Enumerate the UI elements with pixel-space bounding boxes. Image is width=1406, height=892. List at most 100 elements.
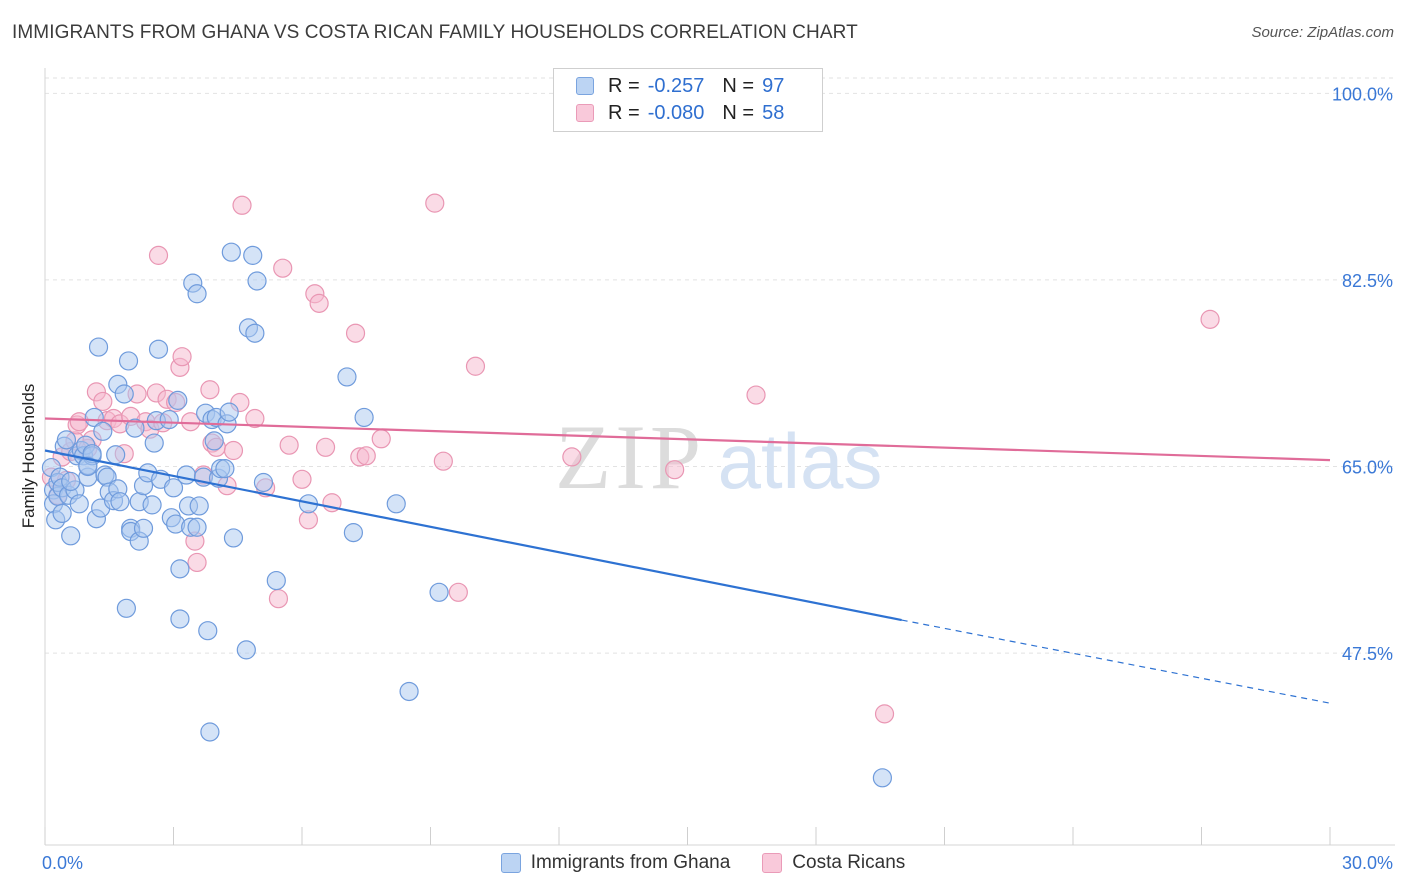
data-point (223, 440, 244, 461)
data-point (253, 472, 274, 493)
data-point (243, 245, 263, 265)
data-point (465, 356, 486, 376)
data-point (52, 503, 72, 524)
n-label: N = (722, 101, 755, 124)
y-tick-label: 100.0% (1332, 84, 1393, 104)
data-point (168, 390, 188, 410)
data-point (61, 526, 81, 546)
data-point (69, 494, 89, 514)
data-point (170, 609, 190, 629)
data-point (356, 446, 376, 466)
data-point (88, 337, 109, 357)
legend-label-ghana: Immigrants from Ghana (530, 852, 731, 873)
x-tick-label-min: 0.0% (42, 853, 83, 873)
data-point (93, 421, 113, 441)
data-point (61, 471, 81, 492)
data-point (429, 582, 449, 602)
r-label: R = (608, 74, 640, 97)
watermark: ZIP atlas (555, 406, 882, 508)
data-point (204, 431, 224, 451)
data-point (78, 456, 98, 477)
trendline-ghana-extension (901, 619, 1331, 704)
r-label: R = (608, 101, 640, 124)
data-point (114, 384, 134, 404)
data-point (148, 245, 169, 265)
data-point (874, 704, 895, 724)
y-tick-label: 47.5% (1342, 644, 1393, 664)
legend-row-ghana: R = -0.257 N = 97 (576, 74, 784, 98)
legend-row-costa-ricans: R = -0.080 N = 58 (576, 101, 784, 125)
data-point (245, 408, 265, 429)
legend-item-ghana[interactable]: Immigrants from Ghana (500, 852, 731, 874)
n-label: N = (722, 74, 755, 97)
data-point (176, 465, 196, 485)
data-point (279, 435, 299, 455)
trendline-costa-ricans (44, 417, 1331, 462)
x-tick-labels: 0.0% 30.0% (42, 853, 1393, 873)
data-point (125, 418, 145, 438)
data-point (144, 433, 164, 453)
data-point (200, 722, 220, 742)
data-point (345, 323, 366, 343)
data-point (133, 518, 154, 538)
data-point (425, 193, 445, 213)
x-tick-label-max: 30.0% (1342, 853, 1393, 873)
data-point (93, 391, 113, 412)
data-point (665, 460, 685, 480)
data-point (245, 323, 265, 343)
watermark-atlas: atlas (718, 417, 883, 505)
data-point (292, 469, 312, 489)
data-point (268, 589, 289, 609)
data-point (170, 559, 190, 579)
pink-swatch-icon (762, 853, 783, 873)
data-point (187, 552, 207, 573)
data-point (116, 598, 136, 618)
data-point (110, 492, 130, 512)
data-point (142, 495, 162, 515)
data-point (343, 523, 363, 543)
data-point (315, 437, 336, 457)
r-value: -0.257 (647, 74, 705, 97)
data-point (309, 293, 329, 313)
data-point (273, 258, 293, 278)
trendline-ghana (44, 449, 902, 622)
data-point (433, 451, 453, 471)
n-value: 58 (762, 101, 785, 124)
y-tick-labels: 47.5% 65.0% 82.5% 100.0% (1332, 84, 1393, 664)
data-point (1200, 309, 1220, 329)
data-point (215, 459, 235, 479)
data-point (106, 445, 126, 465)
legend-item-costa-ricans[interactable]: Costa Ricans (762, 852, 905, 874)
data-point (198, 621, 218, 641)
data-point (148, 339, 169, 359)
data-point (247, 271, 267, 291)
chart-title: IMMIGRANTS FROM GHANA VS COSTA RICAN FAM… (12, 22, 858, 43)
data-point (56, 430, 77, 450)
axes (44, 68, 1395, 846)
data-point (172, 347, 192, 367)
data-point (118, 351, 139, 371)
data-point (266, 570, 286, 591)
data-point (181, 412, 201, 432)
data-point (399, 681, 419, 702)
data-point (872, 768, 892, 788)
data-point (221, 242, 241, 262)
y-tick-label: 82.5% (1342, 271, 1393, 291)
data-point (232, 195, 252, 215)
data-point (337, 367, 357, 387)
trendlines (44, 417, 1331, 704)
data-point (386, 494, 406, 514)
y-axis-label: Family Households (19, 383, 38, 529)
data-point (223, 528, 244, 548)
correlation-legend: R = -0.257 N = 97 R = -0.080 N = 58 (553, 68, 823, 132)
n-value: 97 (762, 74, 785, 97)
data-point (354, 407, 374, 428)
data-point (200, 380, 220, 400)
pink-swatch-icon (576, 104, 594, 122)
blue-swatch-icon (576, 77, 594, 95)
data-point (746, 385, 766, 405)
series-immigrants-from-ghana (41, 242, 892, 788)
legend-label-costa-ricans: Costa Ricans (792, 852, 906, 873)
source-label: Source: ZipAtlas.com (1251, 24, 1394, 41)
